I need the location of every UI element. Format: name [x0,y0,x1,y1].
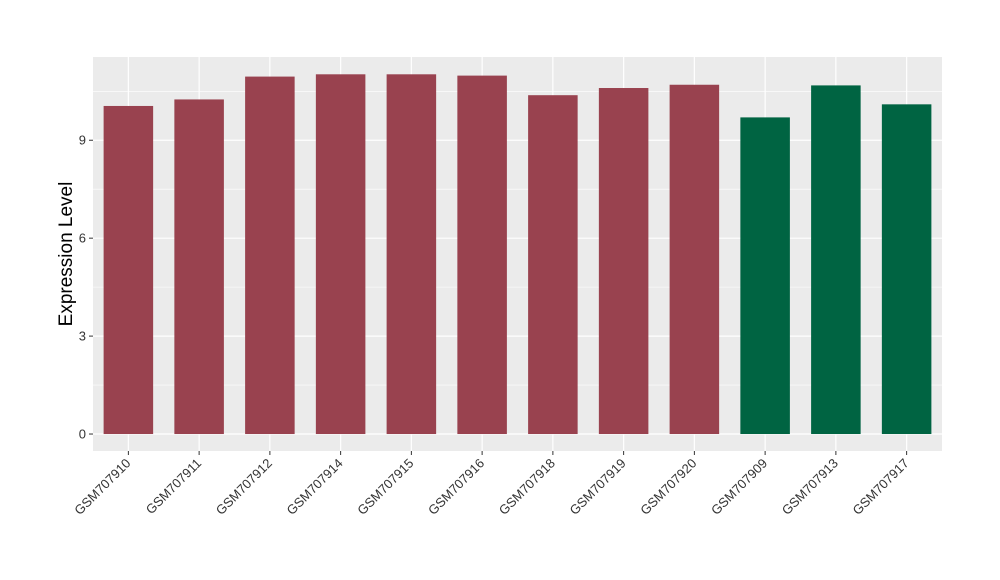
bar-GSM707918 [528,95,578,435]
bar-GSM707914 [315,74,366,435]
x-tick-label: GSM707915 [354,456,416,518]
bar-GSM707910 [103,105,154,435]
bar-GSM707915 [386,74,437,435]
y-axis-title: Expression Level [56,182,77,327]
bar-GSM707909 [740,117,790,435]
bar-GSM707912 [245,76,295,435]
x-tick-label: GSM707917 [850,456,912,518]
bar-GSM707919 [598,88,649,435]
x-tick-label: GSM707910 [71,456,133,518]
y-axis: 0 3 6 9 [79,133,93,442]
x-tick-label: GSM707919 [567,456,629,518]
y-tick-label: 3 [79,329,86,344]
bar-GSM707920 [669,84,720,435]
x-tick-label: GSM707909 [708,456,770,518]
x-tick-label: GSM707914 [284,456,346,518]
y-tick-label: 0 [79,427,86,442]
bars [103,74,932,435]
x-tick-label: GSM707913 [779,456,841,518]
bar-GSM707917 [881,104,932,435]
x-tick-label: GSM707916 [425,456,487,518]
y-tick-label: 6 [79,231,86,246]
x-tick-label: GSM707911 [143,456,205,518]
bar-GSM707916 [457,75,507,435]
y-tick-label: 9 [79,133,86,148]
x-tick-label: GSM707920 [637,456,699,518]
x-tick-label: GSM707912 [213,456,275,518]
bar-GSM707913 [811,85,861,435]
x-tick-label: GSM707918 [496,456,558,518]
bar-GSM707911 [174,99,224,435]
x-axis: GSM707910 GSM707911 GSM707912 GSM707914 GSM7… [71,451,912,518]
